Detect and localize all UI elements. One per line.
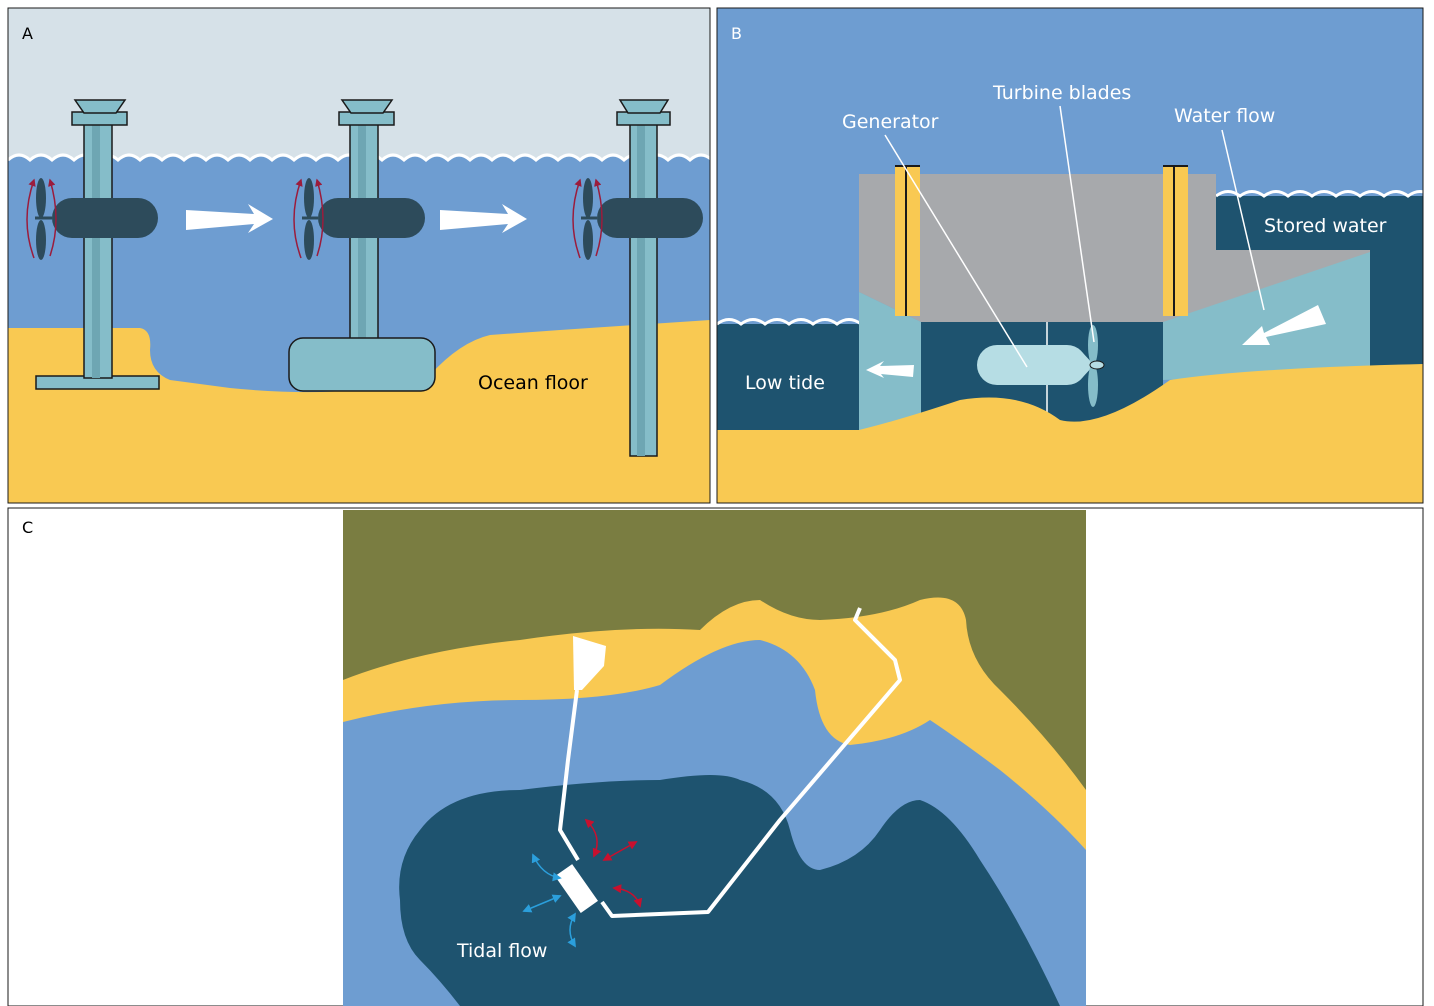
turbine-3-blade-top [583, 178, 593, 218]
water-flow-label: Water flow [1174, 105, 1275, 127]
tidal-device [553, 862, 600, 915]
panel-b-letter: B [731, 24, 742, 43]
sluice-gate-left [895, 166, 920, 316]
turbine-3-tower-shade [637, 120, 645, 456]
flow-arrow-icon [602, 841, 638, 861]
panel-c: C Tidal flow [7, 507, 1424, 1006]
turbine-blade-bottom [1088, 363, 1098, 407]
panel-a-sea-floor [8, 320, 710, 503]
flow-arrow-icon [531, 853, 562, 882]
panel-a: A Ocean floor [6, 8, 714, 503]
turbine-3-top [618, 99, 670, 114]
flow-arrow-icon [1242, 305, 1326, 345]
generator [977, 345, 1087, 385]
panel-b: B Generator Turbine blades Water flow St… [716, 8, 1433, 503]
turbine-1-tower-shade [92, 120, 100, 378]
turbine-1-top [73, 99, 127, 114]
low-tide-waves [716, 318, 862, 326]
deep-water-area [399, 775, 1061, 1006]
turbine-3-nacelle [597, 198, 703, 238]
stored-water-waves [1215, 190, 1433, 198]
flow-arrow-icon [584, 818, 602, 858]
turbine-2-top [340, 99, 394, 114]
flow-arrow-icon [522, 894, 562, 913]
turbine-2-blade-top [304, 178, 314, 218]
flow-arrow-icon [866, 361, 914, 378]
rotation-arrow-icon [293, 178, 303, 259]
low-tide-label: Low tide [745, 372, 825, 394]
turbine-3 [572, 99, 703, 457]
rotation-arrow-icon [48, 178, 57, 257]
turbine-hub [1089, 360, 1105, 370]
ocean-floor-label: Ocean floor [478, 372, 588, 394]
outlet-channel [859, 292, 921, 430]
turbine-2 [288, 99, 436, 392]
turbine-3-collar [616, 111, 671, 126]
stored-water-label: Stored water [1264, 215, 1387, 237]
turbine-2-collar [338, 111, 395, 126]
flow-arrow-icon [186, 204, 273, 233]
tidal-map: Tidal flow [343, 510, 1086, 1006]
turbine-blades-label: Turbine blades [992, 82, 1131, 104]
panel-b-sea-floor [717, 364, 1423, 503]
turbine-1-blade-top [36, 178, 46, 218]
turbine-3-blade-bottom [583, 220, 593, 260]
panel-c-letter: C [22, 518, 33, 537]
turbine-1-blade-bottom [36, 220, 46, 260]
barrage-structure [859, 174, 1370, 322]
shore-station-icon [573, 636, 606, 690]
turbine-2-nacelle [318, 198, 425, 238]
turbine-2-block [288, 337, 436, 392]
turbine-1-collar [71, 111, 128, 126]
inlet-channel [1163, 252, 1370, 380]
panel-a-letter: A [22, 24, 33, 43]
rotation-arrow-icon [572, 178, 582, 259]
rotation-arrow-icon [26, 178, 36, 259]
flow-arrow-icon [567, 912, 576, 948]
low-tide-area [717, 324, 859, 434]
sluice-gate-right [1163, 166, 1188, 316]
turbine-1-nacelle [52, 198, 158, 238]
turbine-2-blade-bottom [304, 220, 314, 260]
turbine-1 [26, 99, 160, 390]
power-cable [558, 607, 902, 918]
flow-arrow-icon [612, 884, 643, 908]
rotation-arrow-icon [315, 178, 324, 257]
generator-label: Generator [842, 111, 939, 133]
flow-arrow-icon [440, 204, 527, 233]
turbine-blade-top [1088, 325, 1098, 365]
rotation-arrow-icon [594, 178, 603, 257]
tidal-flow-label: Tidal flow [456, 940, 547, 962]
